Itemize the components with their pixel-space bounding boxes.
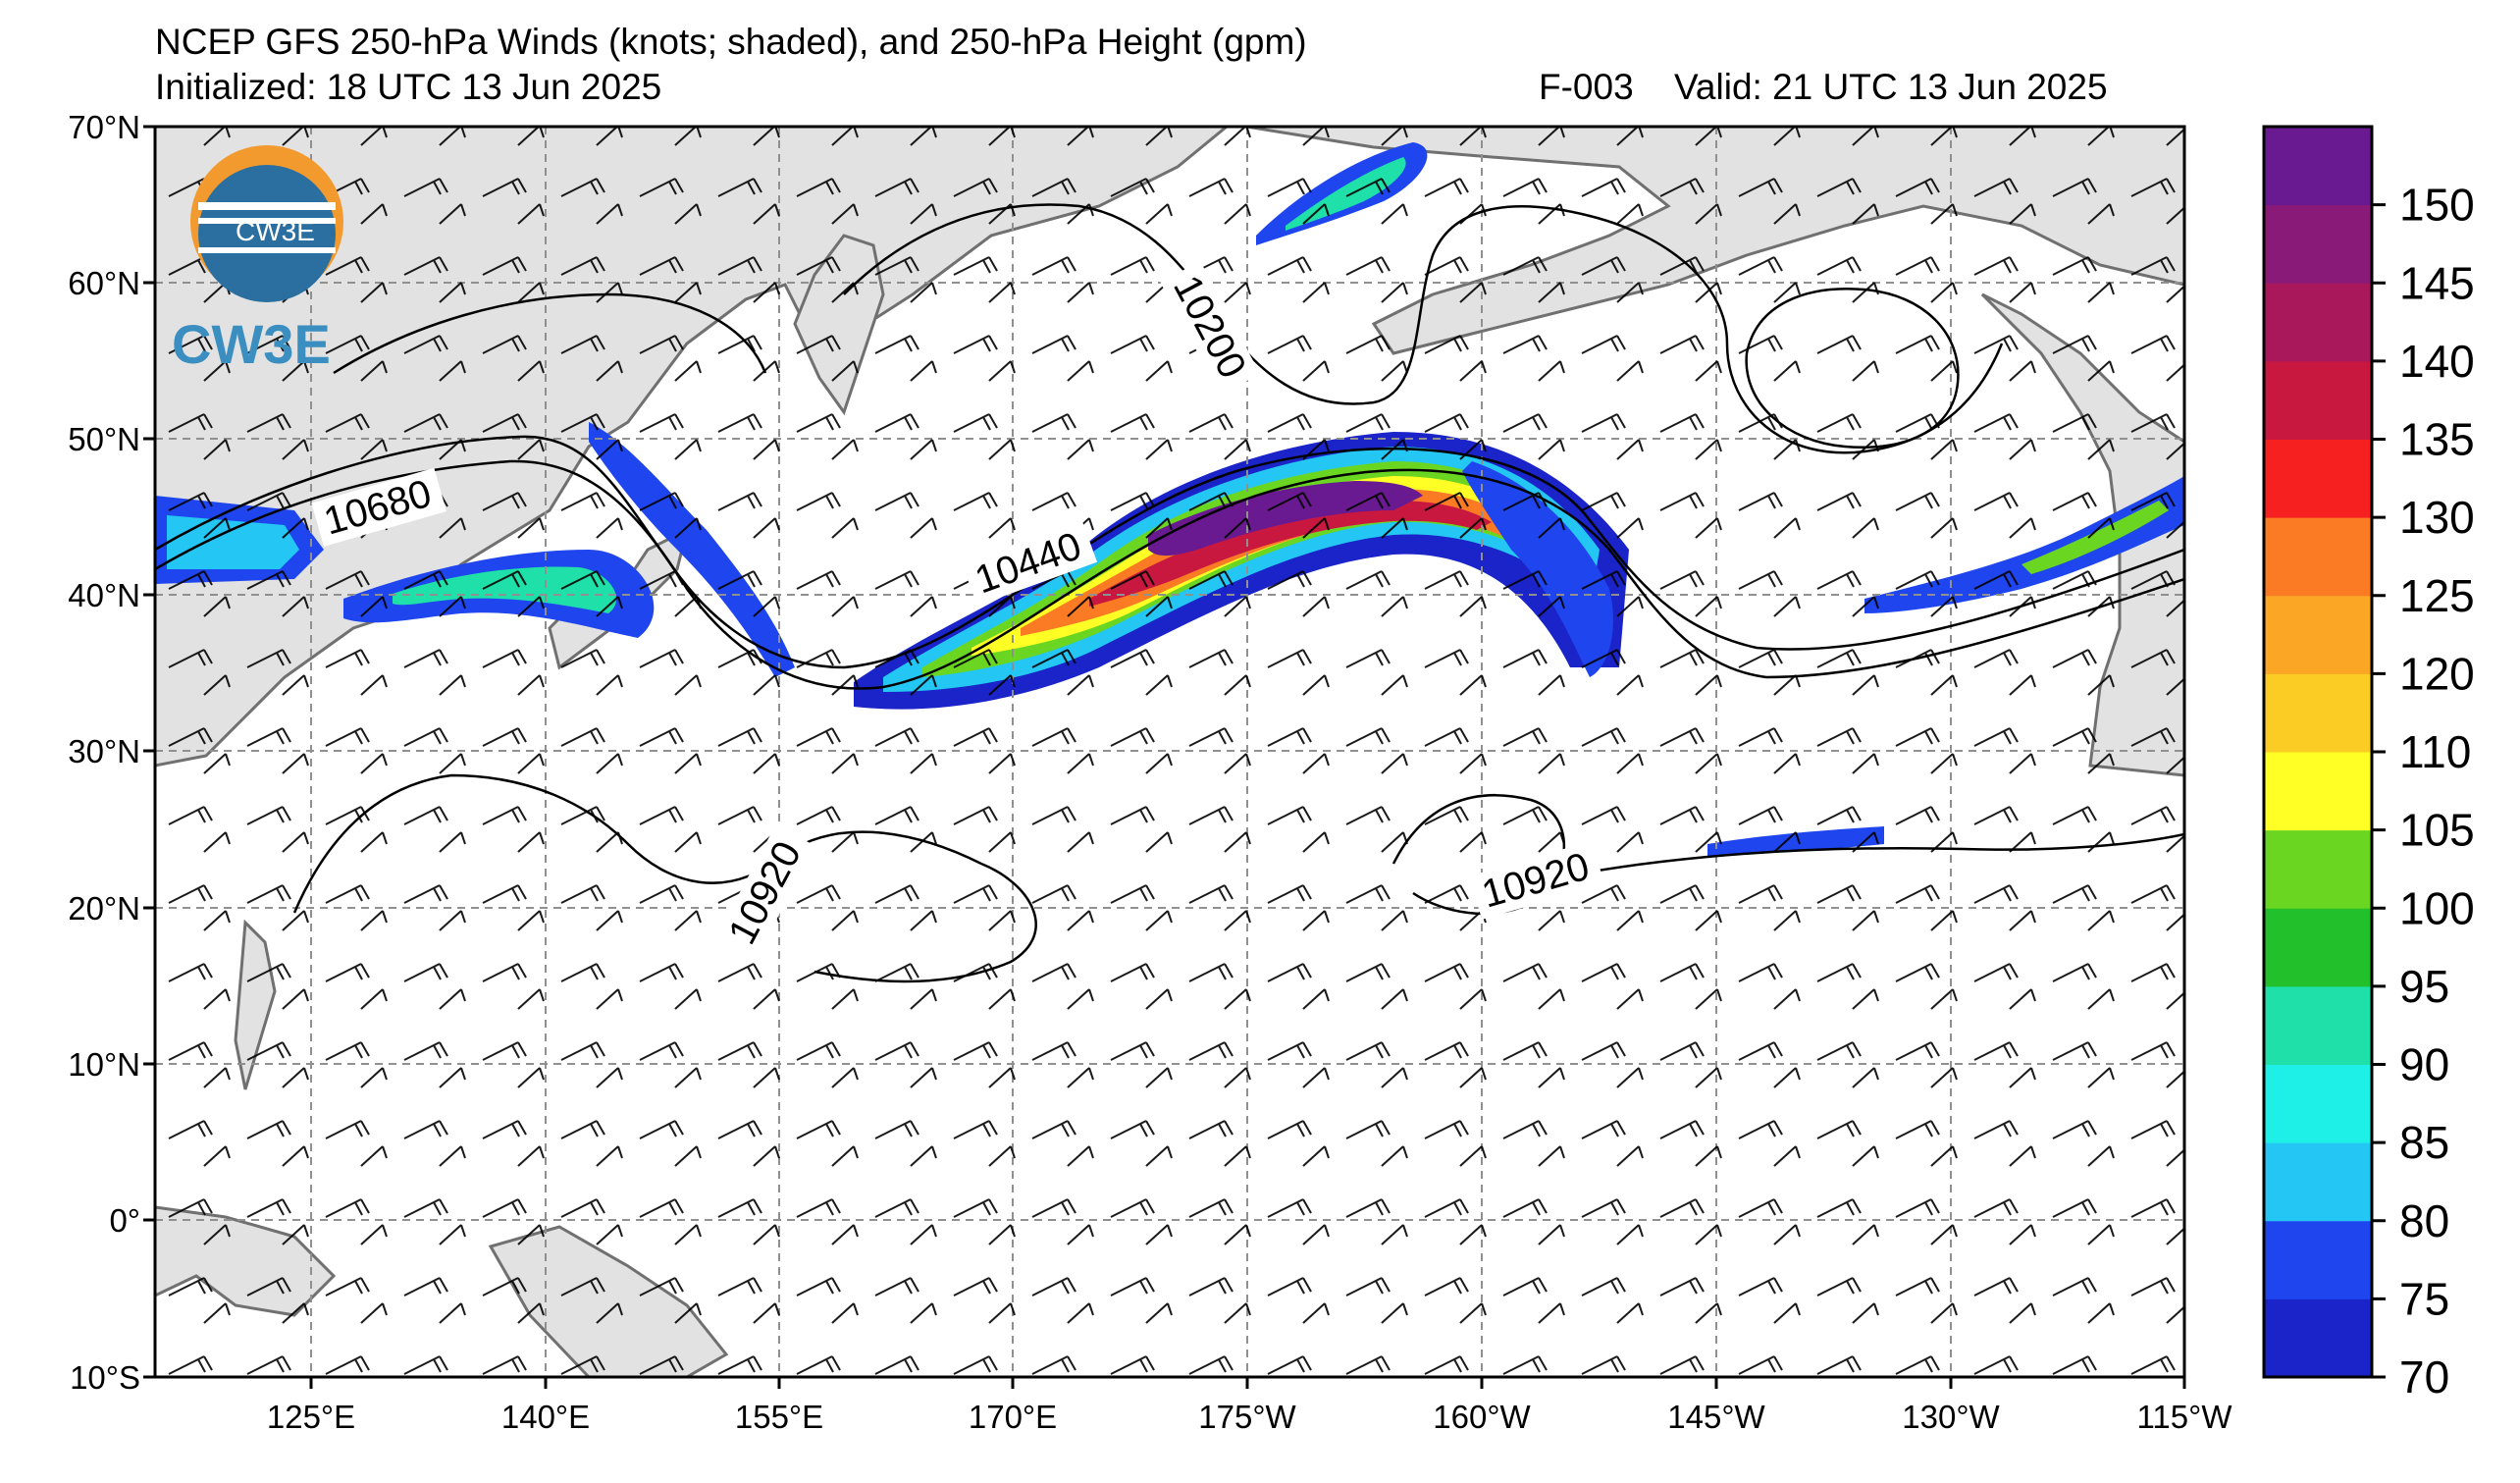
- colorbar-label-100: 100: [2399, 882, 2475, 933]
- colorbar-label-75: 75: [2399, 1273, 2449, 1324]
- height-contours: [155, 203, 2184, 983]
- colorbar-label-70: 70: [2399, 1351, 2449, 1403]
- lat-label-0: 0°: [109, 1202, 140, 1239]
- colorbar-swatch-70: [2264, 1298, 2372, 1378]
- lat-label-40n: 40°N: [68, 577, 140, 613]
- colorbar-label-120: 120: [2399, 648, 2475, 699]
- colorbar-label-125: 125: [2399, 570, 2475, 621]
- colorbar: 70 75 80 85 90 95 100 105 110 120 125 130 135 140 145 1…: [2262, 125, 2475, 1403]
- forecast-hour: F-003: [1539, 67, 1634, 107]
- height-contour-10200: [843, 203, 2004, 454]
- colorbar-label-145: 145: [2399, 257, 2475, 308]
- height-contour-ring: [1745, 288, 1960, 449]
- initialized-time: Initialized: 18 UTC 13 Jun 2025: [155, 67, 661, 107]
- lat-label-50n: 50°N: [68, 421, 140, 457]
- lon-label-145w: 145°W: [1667, 1399, 1765, 1435]
- cw3e-logo: CW3E CW3E: [172, 145, 343, 375]
- colorbar-label-85: 85: [2399, 1117, 2449, 1168]
- colorbar-swatch-135: [2264, 360, 2372, 440]
- colorbar-swatch-75: [2264, 1220, 2372, 1299]
- colorbar-label-140: 140: [2399, 336, 2475, 387]
- lat-label-10n: 10°N: [68, 1046, 140, 1083]
- colorbar-swatch-150: [2264, 127, 2372, 206]
- colorbar-swatch-95: [2264, 908, 2372, 987]
- colorbar-swatch-145: [2264, 204, 2372, 284]
- lon-label-125e: 125°E: [267, 1399, 355, 1435]
- lon-label-130w: 130°W: [1902, 1399, 2000, 1435]
- logo-core: [198, 165, 336, 302]
- colorbar-label-95: 95: [2399, 961, 2449, 1012]
- colorbar-swatch-85: [2264, 1064, 2372, 1143]
- lat-label-30n: 30°N: [68, 733, 140, 769]
- lat-label-20n: 20°N: [68, 890, 140, 927]
- lat-label-10s: 10°S: [70, 1359, 140, 1396]
- colorbar-label-80: 80: [2399, 1195, 2449, 1246]
- lon-label-160w: 160°W: [1433, 1399, 1531, 1435]
- lat-label-60n: 60°N: [68, 265, 140, 301]
- colorbar-label-135: 135: [2399, 414, 2475, 465]
- colorbar-label-90: 90: [2399, 1039, 2449, 1090]
- colorbar-label-105: 105: [2399, 805, 2475, 856]
- colorbar-swatch-140: [2264, 283, 2372, 362]
- lon-label-175w: 175°W: [1198, 1399, 1296, 1435]
- height-contour-10680: [155, 459, 2184, 690]
- colorbar-swatch-110: [2264, 673, 2372, 753]
- lat-label-70n: 70°N: [68, 109, 140, 145]
- logo-inner-text: CW3E: [236, 216, 315, 246]
- longitude-labels: 125°E 140°E 155°E 170°E 175°W 160°W 145°…: [267, 1399, 2232, 1435]
- height-contour-10440: [155, 435, 2184, 669]
- lon-label-170e: 170°E: [969, 1399, 1057, 1435]
- colorbar-swatch-120: [2264, 595, 2372, 674]
- colorbar-swatch-130: [2264, 439, 2372, 518]
- colorbar-swatch-105: [2264, 752, 2372, 831]
- lon-label-140e: 140°E: [501, 1399, 590, 1435]
- lon-label-155e: 155°E: [735, 1399, 823, 1435]
- colorbar-swatch-80: [2264, 1142, 2372, 1222]
- colorbar-label-130: 130: [2399, 492, 2475, 543]
- wind-barbs: [155, 127, 2184, 1377]
- valid-time: Valid: 21 UTC 13 Jun 2025: [1674, 67, 2108, 107]
- height-contour-10920-east: [1391, 793, 2184, 916]
- chart-title: NCEP GFS 250-hPa Winds (knots; shaded), …: [155, 22, 1307, 62]
- colorbar-label-150: 150: [2399, 180, 2475, 231]
- longitude-ticks: [309, 1377, 2186, 1389]
- colorbar-swatch-100: [2264, 829, 2372, 909]
- latitude-labels: 70°N 60°N 50°N 40°N 30°N 20°N 10°N 0° 10…: [68, 109, 140, 1396]
- logo-text: CW3E: [172, 313, 331, 375]
- lon-label-115w: 115°W: [2137, 1399, 2233, 1435]
- map-panel: 10680 10440 10200 10920 10920: [155, 127, 2184, 1377]
- colorbar-swatch-90: [2264, 985, 2372, 1065]
- colorbar-label-110: 110: [2399, 726, 2471, 777]
- latitude-ticks: [143, 125, 155, 1379]
- height-contour-low-north: [333, 292, 767, 375]
- colorbar-swatch-125: [2264, 517, 2372, 597]
